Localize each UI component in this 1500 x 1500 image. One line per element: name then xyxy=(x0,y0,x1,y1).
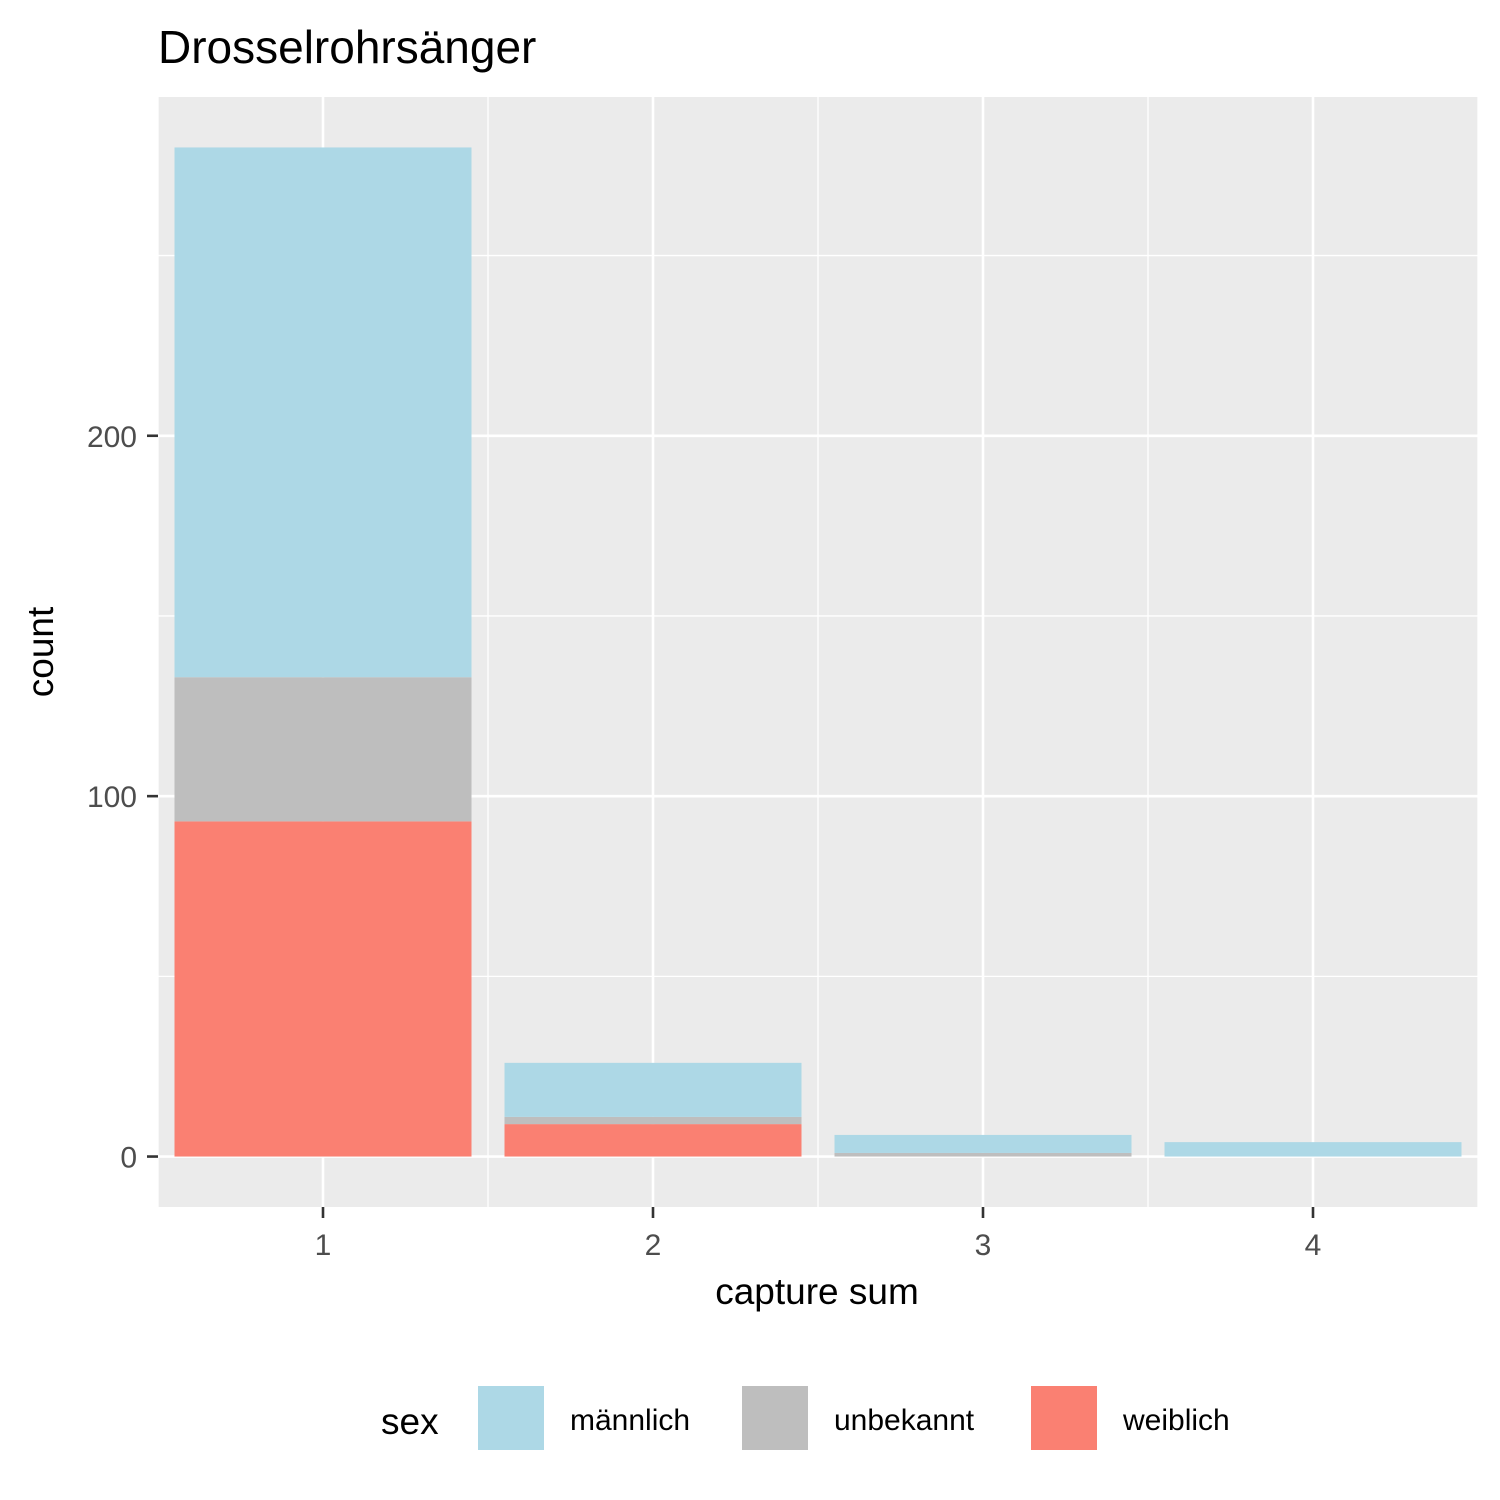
y-axis-title: count xyxy=(20,606,61,697)
bar-männlich-2 xyxy=(504,1062,802,1117)
x-tick-label: 2 xyxy=(645,1229,662,1262)
bar-unbekannt-1 xyxy=(174,677,472,822)
bar-männlich-4 xyxy=(1164,1142,1462,1157)
legend-swatch-unbekannt xyxy=(740,1384,810,1452)
x-tick-label: 3 xyxy=(975,1229,992,1262)
bar-weiblich-2 xyxy=(504,1124,802,1157)
bar-unbekannt-3 xyxy=(834,1152,1132,1157)
legend-label-unbekannt: unbekannt xyxy=(834,1404,975,1437)
bars xyxy=(174,147,1462,1157)
y-tick-label: 200 xyxy=(87,421,137,454)
y-tick-label: 100 xyxy=(87,781,137,814)
legend-swatch-maennlich xyxy=(476,1384,546,1452)
x-axis-title: capture sum xyxy=(715,1271,919,1312)
legend-title: sex xyxy=(381,1401,439,1442)
legend-label-maennlich: männlich xyxy=(570,1404,690,1437)
bar-männlich-1 xyxy=(174,147,472,678)
bar-unbekannt-2 xyxy=(504,1116,802,1125)
y-axis: 0 100 200 xyxy=(87,421,158,1175)
legend: sex männlich unbekannt weiblich xyxy=(381,1384,1230,1452)
chart-title: Drosselrohrsänger xyxy=(158,21,536,73)
x-axis: 1 2 3 4 xyxy=(315,1207,1322,1262)
bar-weiblich-1 xyxy=(174,821,472,1157)
y-tick-label: 0 xyxy=(120,1142,137,1175)
legend-swatch-weiblich xyxy=(1029,1384,1099,1452)
x-tick-label: 4 xyxy=(1305,1229,1322,1262)
bar-männlich-3 xyxy=(834,1134,1132,1153)
x-tick-label: 1 xyxy=(315,1229,332,1262)
legend-label-weiblich: weiblich xyxy=(1122,1404,1230,1437)
